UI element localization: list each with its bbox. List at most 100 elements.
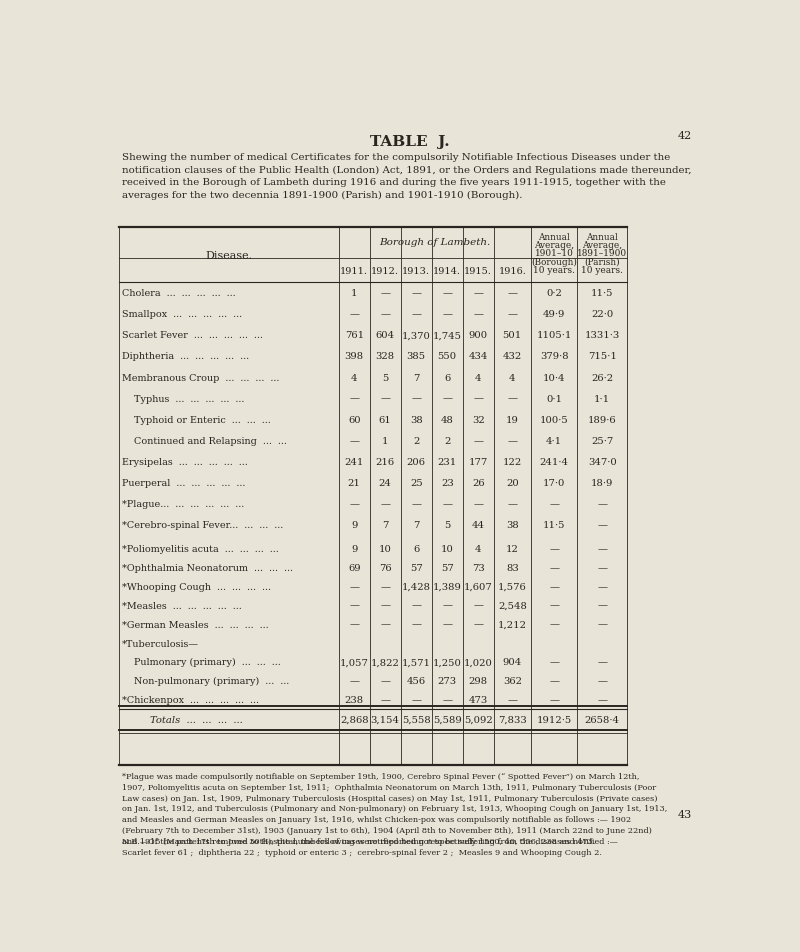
Text: 298: 298 (469, 677, 488, 685)
Text: —: — (549, 620, 559, 629)
Text: 1,057: 1,057 (340, 658, 369, 666)
Text: 10 years.: 10 years. (581, 266, 623, 274)
Text: Puerperal  ...  ...  ...  ...  ...: Puerperal ... ... ... ... ... (122, 479, 246, 487)
Text: Average,: Average, (582, 241, 622, 250)
Text: 216: 216 (376, 458, 394, 466)
Text: —: — (507, 288, 518, 298)
Text: —: — (380, 288, 390, 298)
Text: —: — (380, 696, 390, 704)
Text: Pulmonary (primary)  ...  ...  ...: Pulmonary (primary) ... ... ... (122, 658, 281, 666)
Text: —: — (350, 583, 359, 591)
Text: 61: 61 (379, 415, 391, 425)
Text: Continued and Relapsing  ...  ...: Continued and Relapsing ... ... (122, 436, 287, 446)
Text: 456: 456 (406, 677, 426, 685)
Text: 1: 1 (382, 436, 389, 446)
Text: 4: 4 (475, 373, 482, 382)
Text: 550: 550 (438, 352, 457, 361)
Text: —: — (597, 583, 607, 591)
Text: —: — (442, 394, 452, 404)
Text: 1913.: 1913. (402, 267, 430, 275)
Text: 4: 4 (351, 373, 358, 382)
Text: 25: 25 (410, 479, 422, 487)
Text: —: — (380, 620, 390, 629)
Text: 38: 38 (410, 415, 422, 425)
Text: —: — (507, 394, 518, 404)
Text: Membranous Croup  ...  ...  ...  ...: Membranous Croup ... ... ... ... (122, 373, 280, 382)
Text: 761: 761 (345, 331, 364, 340)
Text: —: — (411, 310, 421, 319)
Text: —: — (350, 436, 359, 446)
Text: —: — (597, 601, 607, 610)
Text: Annual: Annual (586, 233, 618, 242)
Text: 9: 9 (351, 521, 358, 529)
Text: Non-pulmonary (primary)  ...  ...: Non-pulmonary (primary) ... ... (122, 677, 290, 685)
Text: *Poliomyelitis acuta  ...  ...  ...  ...: *Poliomyelitis acuta ... ... ... ... (122, 545, 279, 553)
Text: 328: 328 (376, 352, 394, 361)
Text: Cholera  ...  ...  ...  ...  ...: Cholera ... ... ... ... ... (122, 288, 236, 298)
Text: 241: 241 (345, 458, 364, 466)
Text: 57: 57 (410, 564, 422, 572)
Text: *Plague was made compulsorily notifiable on September 19th, 1900, Cerebro Spinal: *Plague was made compulsorily notifiable… (122, 772, 667, 844)
Text: —: — (350, 394, 359, 404)
Text: Typhus  ...  ...  ...  ...  ...: Typhus ... ... ... ... ... (122, 394, 245, 404)
Text: 1331·3: 1331·3 (585, 331, 620, 340)
Text: 1901–10: 1901–10 (534, 249, 574, 258)
Text: Diphtheria  ...  ...  ...  ...  ...: Diphtheria ... ... ... ... ... (122, 352, 250, 361)
Text: —: — (411, 394, 421, 404)
Text: Shewing the number of medical Certificates for the compulsorily Notifiable Infec: Shewing the number of medical Certificat… (122, 152, 691, 200)
Text: —: — (474, 601, 483, 610)
Text: 379·8: 379·8 (540, 352, 569, 361)
Text: —: — (597, 564, 607, 572)
Text: —: — (474, 620, 483, 629)
Text: —: — (442, 288, 452, 298)
Text: —: — (549, 583, 559, 591)
Text: 23: 23 (441, 479, 454, 487)
Text: —: — (597, 658, 607, 666)
Text: 3,154: 3,154 (370, 715, 400, 724)
Text: 2,548: 2,548 (498, 601, 526, 610)
Text: 5,589: 5,589 (433, 715, 462, 724)
Text: —: — (507, 310, 518, 319)
Text: *Whooping Cough  ...  ...  ...  ...: *Whooping Cough ... ... ... ... (122, 583, 271, 591)
Text: 21: 21 (348, 479, 361, 487)
Text: —: — (411, 500, 421, 508)
Text: 7: 7 (413, 521, 419, 529)
Text: 11·5: 11·5 (543, 521, 566, 529)
Text: —: — (442, 696, 452, 704)
Text: 1,370: 1,370 (402, 331, 430, 340)
Text: 12: 12 (506, 545, 518, 553)
Text: —: — (411, 601, 421, 610)
Text: —: — (507, 436, 518, 446)
Text: 347·0: 347·0 (588, 458, 617, 466)
Text: 20: 20 (506, 479, 518, 487)
Text: *Tuberculosis—: *Tuberculosis— (122, 639, 199, 647)
Text: 9: 9 (351, 545, 358, 553)
Text: —: — (597, 677, 607, 685)
Text: —: — (597, 521, 607, 529)
Text: *German Measles  ...  ...  ...  ...: *German Measles ... ... ... ... (122, 620, 269, 629)
Text: 10: 10 (378, 545, 392, 553)
Text: *Chickenpox  ...  ...  ...  ...  ...: *Chickenpox ... ... ... ... ... (122, 696, 259, 704)
Text: —: — (474, 436, 483, 446)
Text: 49·9: 49·9 (543, 310, 566, 319)
Text: 26: 26 (472, 479, 485, 487)
Text: —: — (380, 601, 390, 610)
Text: —: — (442, 601, 452, 610)
Text: 398: 398 (345, 352, 364, 361)
Text: 7,833: 7,833 (498, 715, 526, 724)
Text: 5,092: 5,092 (464, 715, 493, 724)
Text: Borough of Lambeth.: Borough of Lambeth. (379, 237, 490, 247)
Text: 1,745: 1,745 (433, 331, 462, 340)
Text: 25·7: 25·7 (591, 436, 614, 446)
Text: 17·0: 17·0 (543, 479, 566, 487)
Text: *Plague...  ...  ...  ...  ...  ...: *Plague... ... ... ... ... ... (122, 500, 245, 508)
Text: —: — (597, 620, 607, 629)
Text: (Parish): (Parish) (584, 257, 620, 267)
Text: 1,571: 1,571 (402, 658, 430, 666)
Text: —: — (474, 288, 483, 298)
Text: 1,428: 1,428 (402, 583, 430, 591)
Text: —: — (507, 500, 518, 508)
Text: Annual: Annual (538, 233, 570, 242)
Text: Average,: Average, (534, 241, 574, 250)
Text: 1912.: 1912. (371, 267, 399, 275)
